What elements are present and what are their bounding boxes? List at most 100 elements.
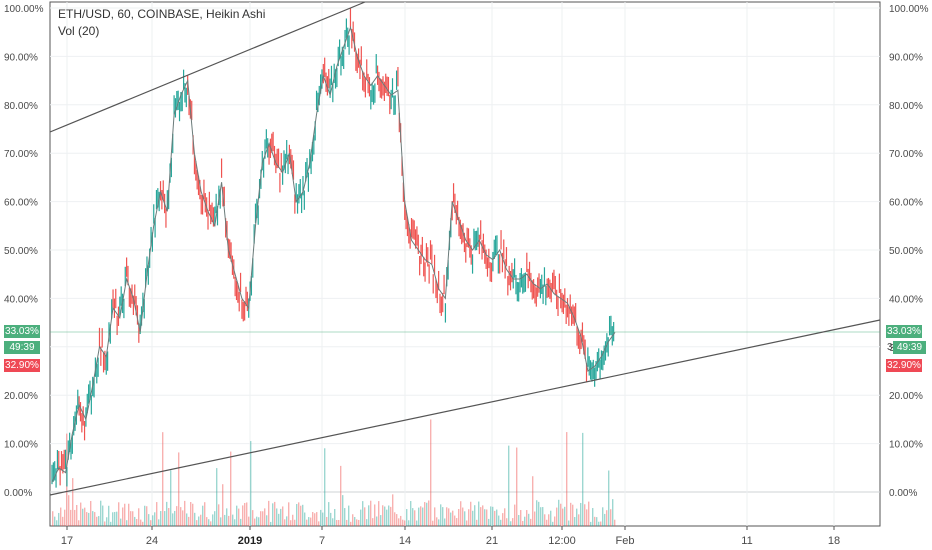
volume-bar	[178, 452, 180, 526]
volume-bar	[558, 499, 560, 526]
volume-bar	[348, 505, 350, 526]
volume-bar	[242, 505, 244, 526]
volume-bar	[424, 502, 426, 526]
volume-bar	[108, 505, 110, 526]
volume-bar	[200, 514, 202, 526]
volume-bar	[490, 506, 492, 526]
left-last-price-tag: 33.03%	[4, 325, 40, 338]
volume-bar	[170, 470, 172, 526]
volume-bar	[188, 516, 190, 526]
volume-bar	[214, 511, 216, 526]
volume-bar	[532, 476, 534, 526]
volume-bar	[400, 515, 402, 526]
volume-bar	[586, 509, 588, 526]
volume-bar	[462, 507, 464, 526]
volume-bar	[524, 516, 526, 526]
volume-bar	[564, 506, 566, 526]
volume-bar	[366, 519, 368, 526]
volume-bar	[262, 511, 264, 526]
left-countdown-tag: 49:39	[4, 341, 40, 354]
volume-bar	[166, 501, 168, 526]
symbol-label[interactable]: ETH/USD, 60, COINBASE, Heikin Ashi	[58, 7, 266, 21]
volume-bar	[132, 511, 134, 526]
y-tick-label-right: 70.00%	[889, 149, 923, 160]
volume-bar	[390, 506, 392, 526]
volume-bar	[498, 515, 500, 526]
x-tick-label: 12:00	[548, 535, 576, 547]
volume-bar	[272, 503, 274, 526]
volume-bar	[572, 504, 574, 526]
x-tick-label: 14	[399, 535, 411, 547]
volume-bar	[252, 510, 254, 526]
volume-bar	[552, 521, 554, 526]
volume-indicator-label[interactable]: Vol (20)	[58, 24, 100, 38]
volume-bar	[468, 509, 470, 526]
volume-bar	[588, 501, 590, 526]
volume-bar	[212, 514, 214, 526]
volume-bar	[192, 503, 194, 526]
volume-bar	[542, 507, 544, 526]
volume-bar	[448, 508, 450, 526]
volume-bar	[554, 516, 556, 526]
volume-bar	[204, 502, 206, 526]
volume-bar	[408, 520, 410, 526]
chart-header: ETH/USD, 60, COINBASE, Heikin Ashi Vol (…	[58, 6, 265, 40]
volume-bar	[162, 432, 164, 526]
volume-bar	[416, 520, 418, 526]
y-tick-label-left: 90.00%	[4, 52, 38, 63]
volume-bar	[236, 505, 238, 526]
volume-bar	[550, 510, 552, 526]
volume-bar	[176, 506, 178, 526]
y-tick-label-right: 50.00%	[889, 246, 923, 257]
volume-bar	[560, 503, 562, 526]
volume-bar	[614, 519, 616, 526]
volume-bar	[470, 501, 472, 526]
volume-bar	[312, 512, 314, 526]
x-tick-label: Feb	[616, 535, 635, 547]
volume-bar	[206, 517, 208, 526]
volume-bar	[128, 503, 130, 526]
y-tick-label-right: 80.00%	[889, 101, 923, 112]
volume-bar	[218, 504, 220, 526]
volume-bar	[382, 505, 384, 526]
volume-bar	[304, 512, 306, 526]
volume-bar	[570, 502, 572, 526]
volume-bar	[456, 518, 458, 526]
volume-bar	[480, 507, 482, 526]
volume-bar	[412, 508, 414, 526]
volume-bar	[386, 509, 388, 526]
volume-bar	[604, 513, 606, 526]
volume-bar	[594, 516, 596, 526]
volume-bar	[562, 508, 564, 526]
volume-bar	[488, 518, 490, 526]
volume-bar	[58, 512, 60, 526]
x-tick-label: 11	[741, 535, 752, 547]
volume-bar	[308, 517, 310, 526]
volume-bar	[144, 505, 146, 526]
volume-bar	[146, 506, 148, 526]
volume-bar	[598, 521, 600, 526]
right-hidden-digit: 3	[887, 342, 893, 353]
volume-bar	[472, 510, 474, 526]
volume-bar	[590, 521, 592, 526]
volume-bar	[438, 519, 440, 526]
volume-bar	[330, 512, 332, 526]
volume-bar	[278, 513, 280, 526]
volume-bar	[142, 521, 144, 526]
volume-bar	[434, 507, 436, 526]
y-tick-label-right: 40.00%	[889, 294, 923, 305]
volume-bar	[454, 515, 456, 526]
x-tick-label: 7	[319, 535, 325, 547]
volume-bar	[404, 520, 406, 526]
volume-bar	[68, 495, 70, 526]
volume-bar	[556, 507, 558, 526]
volume-bar	[344, 508, 346, 526]
volume-bar	[180, 507, 182, 526]
volume-bar	[316, 512, 318, 526]
volume-bar	[428, 500, 430, 526]
volume-bar	[300, 505, 302, 526]
y-tick-label-right: 10.00%	[889, 440, 923, 451]
volume-bar	[482, 505, 484, 526]
volume-bar	[52, 511, 54, 526]
